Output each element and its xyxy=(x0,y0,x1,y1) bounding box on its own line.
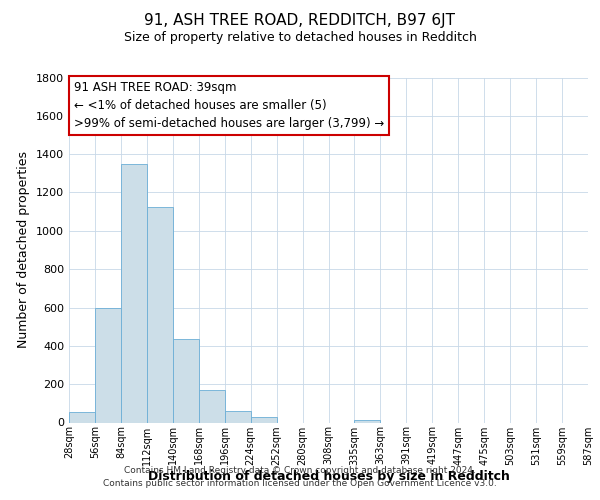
Bar xyxy=(173,339,199,422)
Text: 91, ASH TREE ROAD, REDDITCH, B97 6JT: 91, ASH TREE ROAD, REDDITCH, B97 6JT xyxy=(145,12,455,28)
Text: 91 ASH TREE ROAD: 39sqm
← <1% of detached houses are smaller (5)
>99% of semi-de: 91 ASH TREE ROAD: 39sqm ← <1% of detache… xyxy=(74,81,385,130)
Bar xyxy=(251,417,277,422)
Bar xyxy=(121,164,147,422)
Bar xyxy=(69,412,95,422)
Bar xyxy=(199,390,224,422)
Text: Size of property relative to detached houses in Redditch: Size of property relative to detached ho… xyxy=(124,31,476,44)
Bar xyxy=(355,420,380,422)
Bar xyxy=(95,308,121,422)
X-axis label: Distribution of detached houses by size in Redditch: Distribution of detached houses by size … xyxy=(148,470,509,484)
Bar xyxy=(147,207,173,422)
Y-axis label: Number of detached properties: Number of detached properties xyxy=(17,152,31,348)
Text: Contains HM Land Registry data © Crown copyright and database right 2024.
Contai: Contains HM Land Registry data © Crown c… xyxy=(103,466,497,487)
Bar xyxy=(225,410,251,422)
